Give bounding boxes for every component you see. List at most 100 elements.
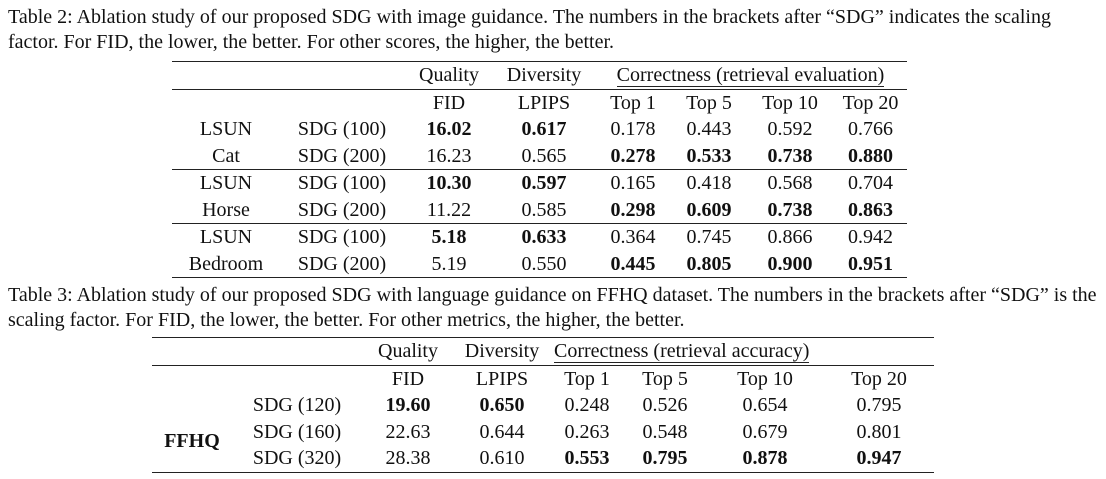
header-diversity: Diversity xyxy=(454,337,550,365)
value-cell: 0.745 xyxy=(672,223,746,251)
value-cell: 0.550 xyxy=(494,250,594,278)
table-row: FFHQ SDG (120) 19.60 0.650 0.248 0.526 0.654 0.… xyxy=(152,392,934,473)
table3-group-header-row: Quality Diversity Correctness (retrieval… xyxy=(152,337,934,365)
value-cell: 0.533 xyxy=(686,144,732,167)
value-cell: 0.597 xyxy=(494,169,594,197)
value-cell: 0.942 xyxy=(834,223,907,251)
value-cell: 0.178 xyxy=(610,118,656,141)
header-top20: Top 20 xyxy=(824,364,934,392)
value-cell: 0.298 xyxy=(610,198,656,221)
value-cell: 0.418 xyxy=(672,169,746,197)
method-cell: SDG (200) xyxy=(297,198,387,221)
value-cell: 28.38 xyxy=(362,445,454,473)
value-cell: 0.738 xyxy=(767,198,813,221)
value-cell: 0.263 xyxy=(564,420,610,443)
value-cell: 0.795 xyxy=(856,394,902,417)
table2-caption: Table 2: Ablation study of our proposed … xyxy=(8,6,1051,53)
value-cell: 0.880 xyxy=(848,144,893,167)
value-cell: 0.679 xyxy=(742,420,788,443)
value-cell: 0.866 xyxy=(746,223,834,251)
table3-sub-header-row: FID LPIPS Top 1 Top 5 Top 10 Top 20 xyxy=(152,364,934,392)
table3-caption: Table 3: Ablation study of our proposed … xyxy=(8,284,1097,331)
header-top10: Top 10 xyxy=(706,364,824,392)
method-cell: SDG (320) xyxy=(232,445,362,473)
header-top10: Top 10 xyxy=(746,88,834,116)
value-cell: 0.617 xyxy=(521,118,567,141)
header-top20: Top 20 xyxy=(834,88,907,116)
header-fid: FID xyxy=(404,88,494,116)
method-cell: SDG (200) xyxy=(297,144,387,167)
value-cell: 0.609 xyxy=(686,198,732,221)
table2-sub-header-row: FID LPIPS Top 1 Top 5 Top 10 Top 20 xyxy=(172,88,907,116)
value-cell: 0.878 xyxy=(706,445,824,473)
value-cell: 0.553 xyxy=(550,445,624,473)
table-row: LSUN SDG (100) 10.30 0.597 0.165 0.418 0.568 0.… xyxy=(172,169,907,197)
value-cell: 0.795 xyxy=(624,445,706,473)
table-row: SDG (320) 28.38 0.610 0.553 0.795 0.878 0.947 xyxy=(152,445,934,473)
header-top1: Top 1 xyxy=(594,88,672,116)
table-row: SDG (160) 22.63 0.644 0.263 0.548 0.679 0.801 xyxy=(152,419,934,446)
value-cell: 0.654 xyxy=(742,394,788,417)
table-row: Horse SDG (200) 11.22 0.585 0.298 0.609 0.738 0… xyxy=(172,197,907,224)
dataset-cell: Cat xyxy=(212,144,240,167)
dataset-cell: LSUN xyxy=(172,223,280,251)
header-lpips: LPIPS xyxy=(454,364,550,392)
value-cell: 0.278 xyxy=(610,144,656,167)
method-cell: SDG (160) xyxy=(252,420,342,443)
value-cell: 0.565 xyxy=(521,144,567,167)
value-cell: 0.585 xyxy=(521,198,567,221)
dataset-cell: LSUN xyxy=(172,169,280,197)
method-cell: SDG (100) xyxy=(280,169,404,197)
header-top1: Top 1 xyxy=(550,364,624,392)
value-cell: 0.947 xyxy=(824,445,934,473)
value-cell: 0.900 xyxy=(746,250,834,278)
dataset-cell: LSUN xyxy=(199,118,253,141)
header-quality: Quality xyxy=(362,337,454,365)
value-cell: 0.568 xyxy=(746,169,834,197)
value-cell: 0.738 xyxy=(767,144,813,167)
value-cell: 19.60 xyxy=(385,394,431,417)
table-row: Cat SDG (200) 16.23 0.565 0.278 0.533 0.738 0.8… xyxy=(172,143,907,170)
header-correctness: Correctness (retrieval evaluation) xyxy=(594,61,907,89)
value-cell: 0.801 xyxy=(856,420,902,443)
value-cell: 0.951 xyxy=(834,250,907,278)
value-cell: 5.18 xyxy=(404,223,494,251)
value-cell: 16.23 xyxy=(426,144,472,167)
value-cell: 0.548 xyxy=(642,420,688,443)
value-cell: 0.805 xyxy=(672,250,746,278)
header-correctness: Correctness (retrieval accuracy) xyxy=(550,337,824,365)
dataset-cell: FFHQ xyxy=(152,392,232,473)
dataset-cell: Bedroom xyxy=(172,250,280,278)
table-row: Bedroom SDG (200) 5.19 0.550 0.445 0.805 0.900… xyxy=(172,250,907,278)
value-cell: 0.364 xyxy=(594,223,672,251)
method-cell: SDG (100) xyxy=(280,223,404,251)
header-quality: Quality xyxy=(404,61,494,89)
value-cell: 0.650 xyxy=(479,394,525,417)
value-cell: 0.248 xyxy=(564,394,610,417)
value-cell: 22.63 xyxy=(385,420,431,443)
header-top5: Top 5 xyxy=(624,364,706,392)
value-cell: 0.704 xyxy=(834,169,907,197)
header-top5: Top 5 xyxy=(672,88,746,116)
value-cell: 0.766 xyxy=(848,118,893,141)
value-cell: 0.592 xyxy=(767,118,813,141)
value-cell: 0.443 xyxy=(686,118,732,141)
table3: Quality Diversity Correctness (retrieval… xyxy=(152,337,934,473)
value-cell: 0.526 xyxy=(642,394,688,417)
value-cell: 11.22 xyxy=(426,198,472,221)
method-cell: SDG (200) xyxy=(280,250,404,278)
header-lpips: LPIPS xyxy=(494,88,594,116)
value-cell: 0.644 xyxy=(479,420,525,443)
method-cell: SDG (120) xyxy=(252,394,342,417)
value-cell: 0.633 xyxy=(494,223,594,251)
header-diversity: Diversity xyxy=(494,61,594,89)
table-row: LSUN SDG (100) 5.18 0.633 0.364 0.745 0.866 0.9… xyxy=(172,223,907,251)
value-cell: 0.445 xyxy=(594,250,672,278)
value-cell: 10.30 xyxy=(404,169,494,197)
value-cell: 0.610 xyxy=(454,445,550,473)
value-cell: 16.02 xyxy=(426,118,472,141)
table-row: LSUN SDG (100) 16.02 0.617 0.178 0.443 0.592 0.… xyxy=(172,116,907,143)
value-cell: 0.165 xyxy=(594,169,672,197)
table2: Quality Diversity Correctness (retrieval… xyxy=(172,61,907,278)
method-cell: SDG (100) xyxy=(297,118,387,141)
